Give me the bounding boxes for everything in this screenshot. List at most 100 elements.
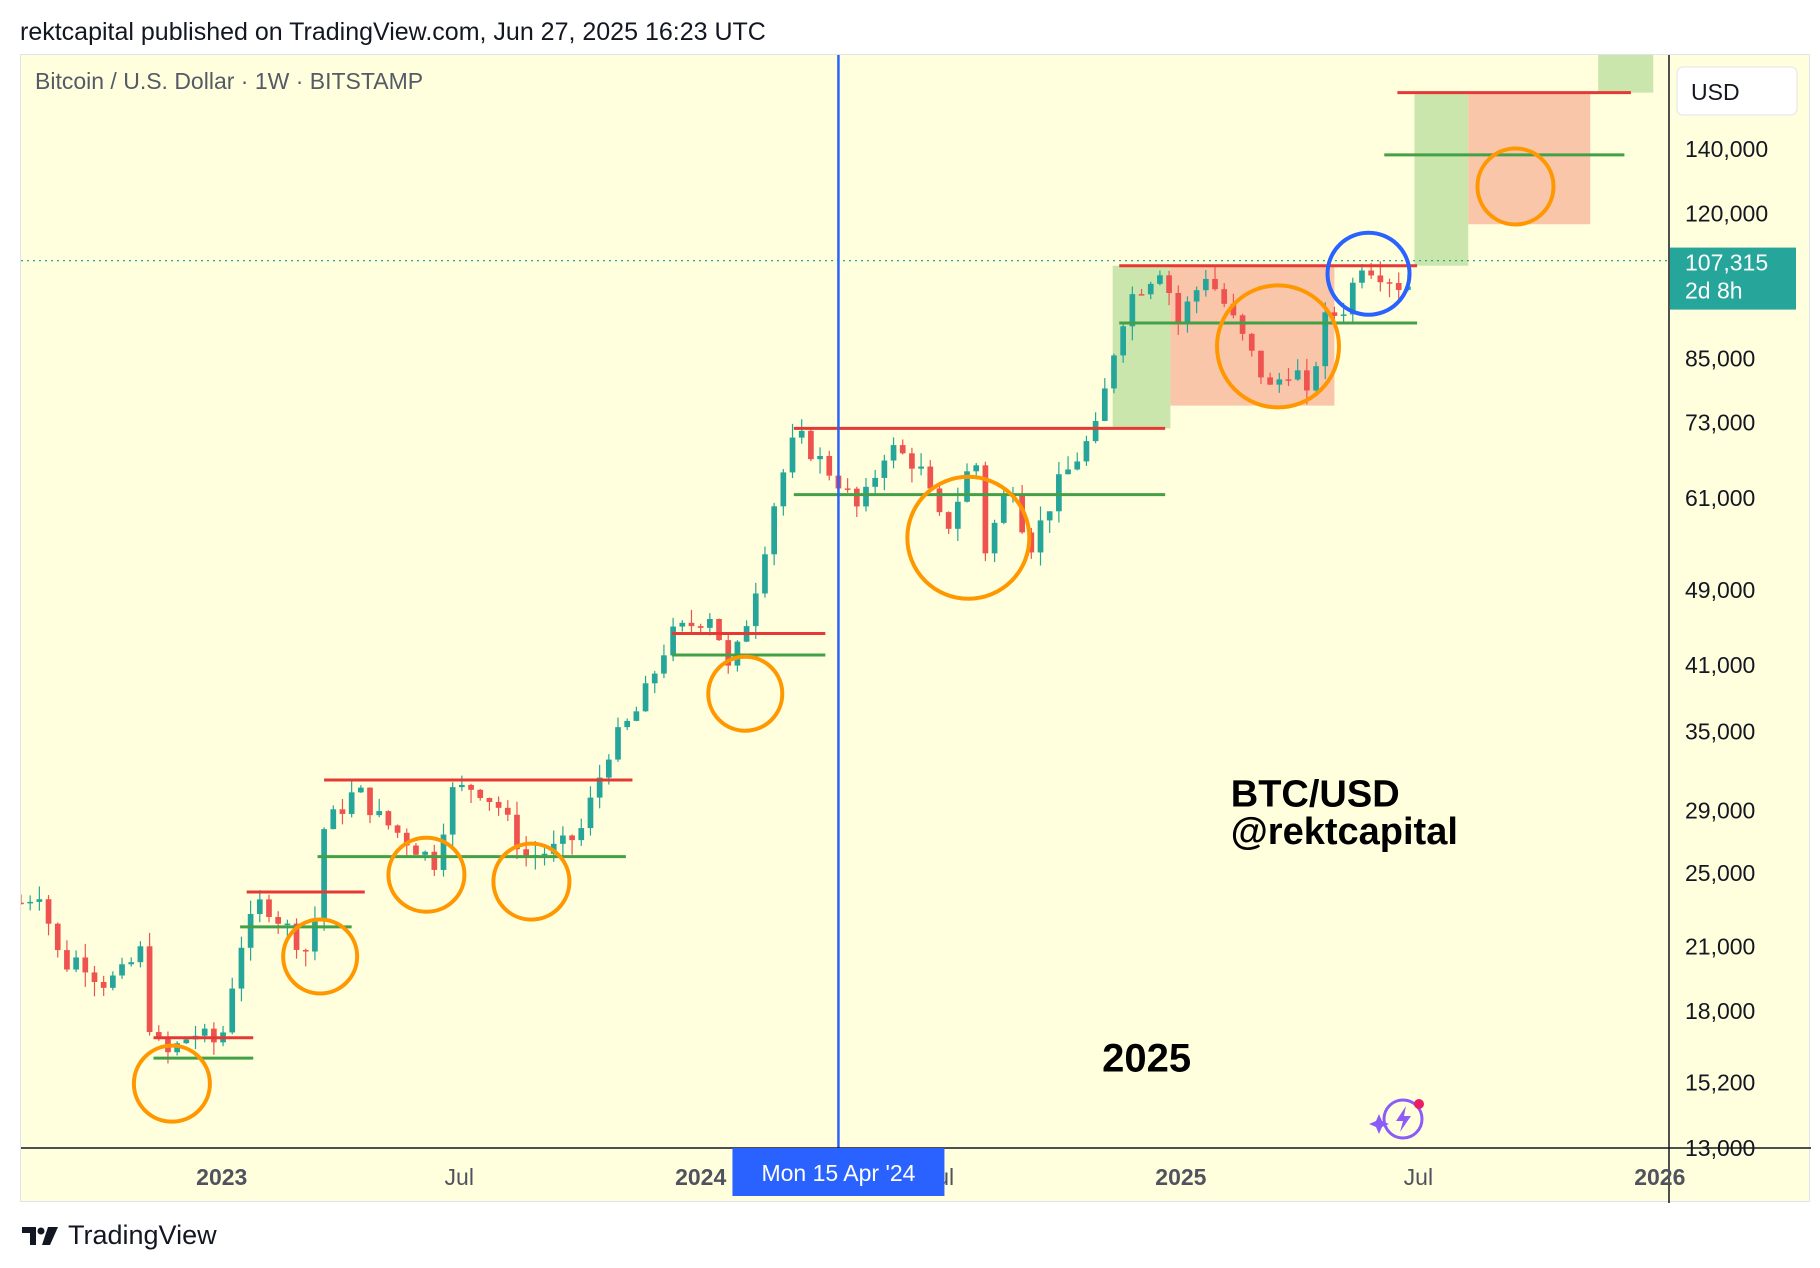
- candle-body: [1202, 278, 1209, 291]
- candle-body: [890, 445, 897, 461]
- candle-body: [64, 950, 70, 970]
- chart-svg[interactable]: Bitcoin / U.S. Dollar · 1W · BITSTAMP BTC…: [21, 55, 1811, 1203]
- candle-body: [1065, 469, 1071, 475]
- zone-red-3: [1468, 92, 1591, 225]
- candle-body: [367, 787, 373, 816]
- candle-body: [1340, 314, 1347, 316]
- cursor-date-tag: [732, 1148, 945, 1196]
- candle-body: [1111, 355, 1117, 389]
- candle-body: [413, 845, 419, 855]
- candle-body: [1248, 333, 1255, 351]
- candle-body: [514, 814, 520, 850]
- candle-body: [762, 554, 768, 594]
- candle-body: [1184, 301, 1191, 322]
- candle-body: [973, 465, 980, 472]
- chart-frame[interactable]: Bitcoin / U.S. Dollar · 1W · BITSTAMP BTC…: [20, 54, 1811, 1203]
- assistant-bolt-icon: [1382, 1098, 1424, 1140]
- candle-body: [504, 807, 511, 815]
- candle-body: [844, 488, 851, 490]
- candle-body: [1147, 283, 1154, 295]
- annotation-2: 2025: [1102, 1036, 1191, 1080]
- candle-body: [1037, 520, 1044, 553]
- candle-body: [1276, 379, 1283, 385]
- zone-green-4: [1598, 55, 1654, 93]
- candle-body: [321, 829, 327, 920]
- candle-body: [826, 455, 833, 476]
- candle-body: [201, 1028, 208, 1036]
- candle-body: [394, 825, 401, 833]
- candle-body: [1258, 350, 1264, 378]
- candle-body: [615, 727, 621, 760]
- candle-body: [348, 792, 355, 814]
- candle-body: [771, 506, 777, 555]
- candle-body: [486, 797, 493, 802]
- candle-body: [605, 759, 612, 778]
- candle-body: [596, 777, 603, 798]
- candle-body: [679, 622, 686, 627]
- candle-body: [1092, 420, 1099, 442]
- candle-body: [376, 811, 383, 816]
- time-tick-2026: 2026: [1634, 1164, 1685, 1190]
- candle-body: [1083, 441, 1090, 462]
- candle-body: [82, 957, 89, 973]
- blue-highlight-circle-7: [1325, 230, 1412, 317]
- candle-body: [1285, 379, 1292, 381]
- candle-body: [266, 899, 272, 917]
- bar-countdown: 2d 8h: [1685, 278, 1743, 304]
- sparkle-shape: [1369, 1114, 1389, 1134]
- cursor-date-label: Mon 15 Apr '24: [761, 1160, 915, 1186]
- candle-body: [36, 899, 43, 902]
- candle-body: [587, 797, 594, 829]
- candle-body: [459, 784, 465, 788]
- candle-body: [1294, 370, 1301, 380]
- price-tick-49000: 49,000: [1685, 577, 1755, 603]
- candle-body: [256, 899, 263, 915]
- candle-body: [119, 964, 125, 976]
- candle-body: [422, 851, 428, 855]
- candle-body: [330, 809, 337, 830]
- candle-body: [716, 618, 722, 641]
- candle-body: [100, 981, 107, 988]
- candle-body: [1331, 312, 1338, 316]
- notification-dot: [1414, 1099, 1424, 1109]
- candle-body: [91, 972, 98, 982]
- candle-body: [798, 430, 805, 438]
- candle-body: [954, 501, 961, 529]
- candle-body: [936, 488, 943, 513]
- candle-body: [137, 946, 144, 963]
- candle-body: [808, 430, 814, 460]
- candle-body: [1212, 278, 1218, 290]
- candle-body: [523, 849, 530, 857]
- candle-body: [578, 828, 585, 841]
- price-tick-18000: 18,000: [1685, 998, 1755, 1024]
- candle-body: [817, 455, 823, 460]
- orange-highlight-circle-2: [386, 835, 467, 914]
- candle-body: [927, 466, 934, 489]
- candle-body: [1157, 275, 1163, 284]
- candle-body: [155, 1032, 162, 1038]
- candle-body: [1138, 294, 1145, 296]
- zone-green-2: [1414, 92, 1469, 266]
- candle-body: [1101, 388, 1108, 421]
- bolt-shape: [1396, 1106, 1411, 1132]
- candle-body: [1046, 511, 1053, 521]
- candle-body: [1000, 495, 1007, 523]
- currency-label: USD: [1691, 79, 1740, 105]
- chart-title: Bitcoin / U.S. Dollar · 1W · BITSTAMP: [35, 68, 423, 94]
- candle-body: [899, 445, 906, 454]
- candle-body: [312, 919, 318, 952]
- candle-body: [45, 899, 52, 924]
- candle-body: [385, 811, 392, 826]
- candle-body: [275, 916, 282, 924]
- candle-body: [780, 472, 787, 507]
- candle-body: [1386, 282, 1393, 284]
- candle-body: [21, 902, 24, 905]
- candle-body: [661, 655, 667, 674]
- candle-body: [1349, 282, 1356, 315]
- candle-body: [183, 1039, 190, 1044]
- candle-body: [440, 834, 447, 870]
- candle-body: [707, 618, 713, 628]
- time-tick-2024: 2024: [675, 1164, 726, 1190]
- candle-body: [964, 471, 970, 502]
- candle-body: [670, 626, 676, 656]
